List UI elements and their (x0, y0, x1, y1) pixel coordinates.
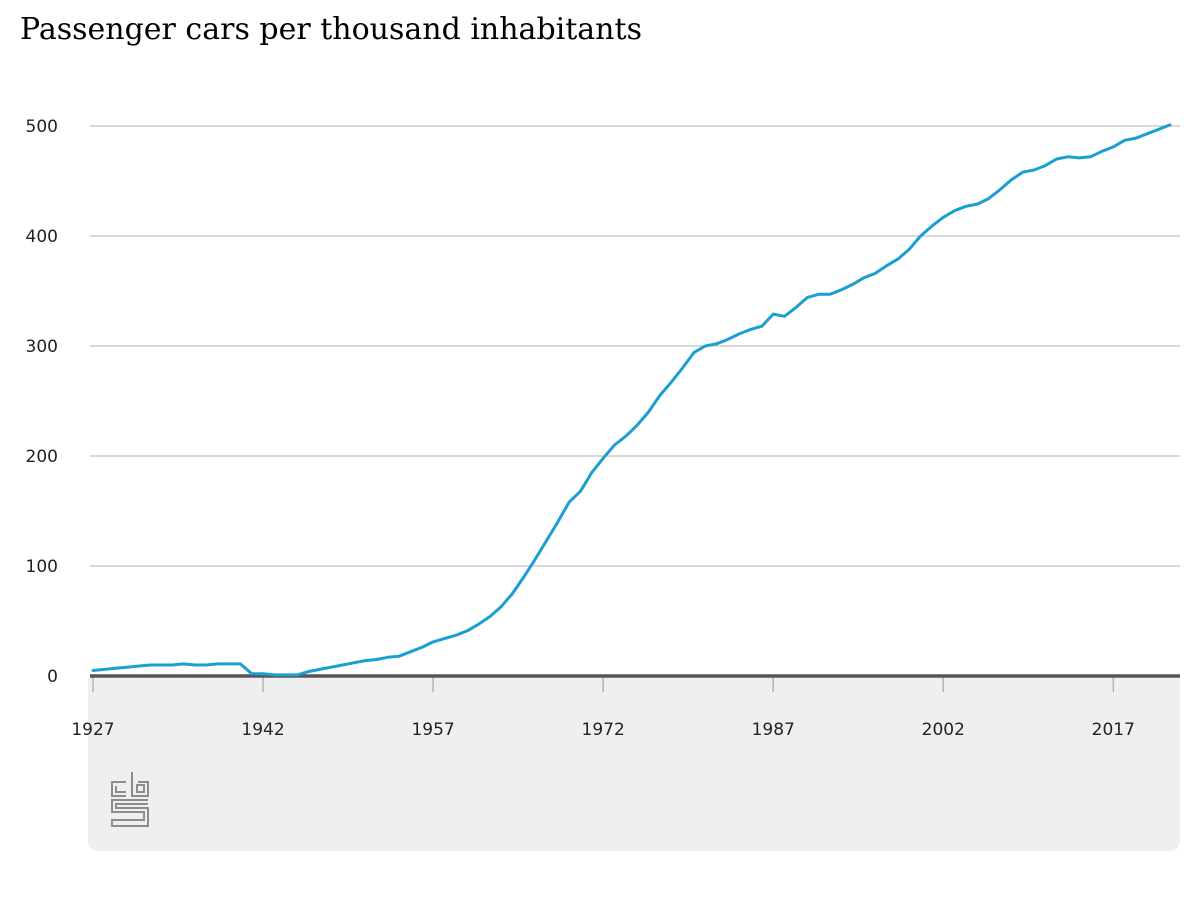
y-tick-label-100: 100 (26, 557, 58, 577)
x-tick-label-1957: 1957 (411, 720, 454, 740)
tick-labels: 0 100 200 300 400 500 1927 1942 1957 1972 1987 2002… (26, 117, 1135, 740)
y-tick-label-400: 400 (26, 227, 58, 247)
x-tick-label-1942: 1942 (241, 720, 284, 740)
chart-title: Passenger cars per thousand inhabitants (20, 12, 642, 47)
series-line-0 (91, 123, 1172, 677)
x-tick-label-2002: 2002 (922, 720, 965, 740)
x-tick-label-1987: 1987 (752, 720, 795, 740)
series-layer (91, 123, 1172, 677)
footer-panel (88, 678, 1180, 851)
x-tick-label-1972: 1972 (582, 720, 625, 740)
x-tick-label-2017: 2017 (1092, 720, 1135, 740)
cbs-logo-icon (111, 772, 149, 827)
axes (90, 674, 1180, 692)
y-tick-label-0: 0 (47, 667, 58, 687)
y-tick-label-500: 500 (26, 117, 58, 137)
y-tick-label-200: 200 (26, 447, 58, 467)
gridlines (90, 125, 1180, 567)
y-tick-label-300: 300 (26, 337, 58, 357)
x-tick-label-1927: 1927 (71, 720, 114, 740)
